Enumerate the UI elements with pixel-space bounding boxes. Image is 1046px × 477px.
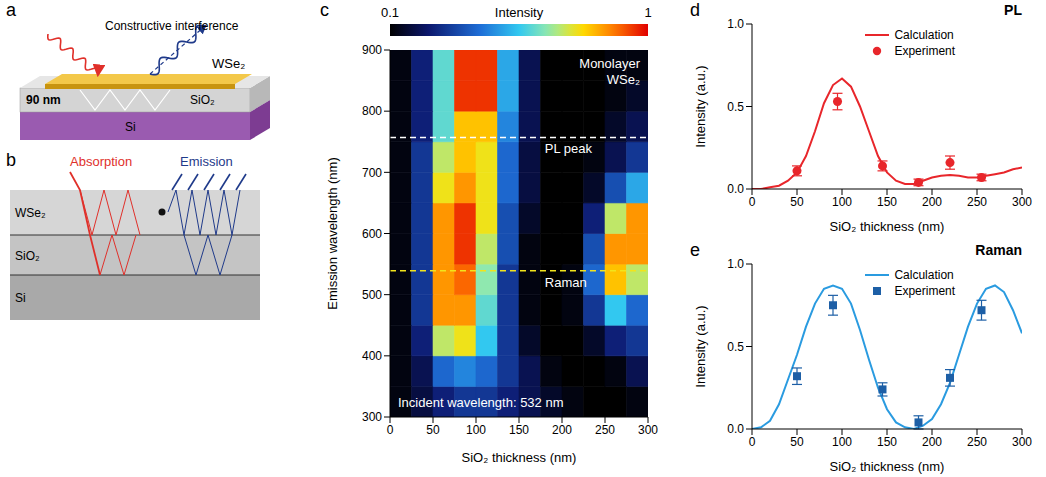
svg-text:WSe₂: WSe₂	[212, 56, 245, 71]
html-text:WSe₂: WSe₂	[606, 72, 640, 87]
svg-text:Si: Si	[15, 291, 26, 305]
html-text:Incident wavelength: 532 nm: Incident wavelength: 532 nm	[398, 395, 564, 410]
html-text:Experiment: Experiment	[894, 284, 956, 298]
svg-text:250: 250	[967, 435, 987, 449]
svg-text:Si: Si	[125, 120, 136, 134]
svg-text:SiO₂: SiO₂	[15, 249, 40, 263]
html-text:0.1: 0.1	[381, 5, 399, 20]
svg-text:50: 50	[426, 423, 440, 437]
svg-text:Constructive interference: Constructive interference	[105, 19, 239, 33]
svg-text:WSe₂: WSe₂	[15, 206, 46, 220]
svg-text:1.0: 1.0	[727, 257, 744, 271]
html-text:Raman: Raman	[975, 242, 1022, 258]
html-text:Intensity: Intensity	[494, 5, 544, 20]
svg-text:0: 0	[749, 435, 756, 449]
svg-text:150: 150	[877, 435, 897, 449]
svg-text:SiO₂: SiO₂	[190, 93, 215, 107]
html-text:b: b	[6, 150, 16, 170]
svg-text:0.0: 0.0	[727, 422, 744, 436]
svg-text:0: 0	[387, 423, 394, 437]
svg-text:Absorption: Absorption	[70, 154, 132, 169]
svg-text:150: 150	[877, 195, 897, 209]
svg-text:0.0: 0.0	[727, 182, 744, 196]
html-text:Monolayer: Monolayer	[579, 56, 640, 71]
svg-text:200: 200	[922, 435, 942, 449]
html-text:PL peak: PL peak	[544, 141, 592, 157]
html-text:Calculation: Calculation	[894, 28, 954, 42]
svg-text:Emission wavelength (nm): Emission wavelength (nm)	[325, 157, 340, 309]
svg-text:SiO₂ thickness (nm): SiO₂ thickness (nm)	[830, 219, 945, 234]
svg-text:100: 100	[466, 423, 486, 437]
svg-text:500: 500	[362, 288, 382, 302]
svg-text:50: 50	[790, 435, 804, 449]
html-text:c: c	[320, 0, 329, 20]
svg-text:90 nm: 90 nm	[26, 93, 61, 107]
html-text:a: a	[6, 0, 16, 20]
svg-text:150: 150	[509, 423, 529, 437]
svg-text:100: 100	[832, 195, 852, 209]
svg-text:0.5: 0.5	[727, 100, 744, 114]
svg-text:SiO₂ thickness (nm): SiO₂ thickness (nm)	[830, 459, 945, 474]
svg-text:1.0: 1.0	[727, 17, 744, 31]
svg-text:300: 300	[362, 410, 382, 424]
svg-text:400: 400	[362, 349, 382, 363]
svg-text:300: 300	[1012, 435, 1032, 449]
svg-text:250: 250	[967, 195, 987, 209]
svg-text:800: 800	[362, 104, 382, 118]
svg-text:700: 700	[362, 166, 382, 180]
svg-text:Intensity (a.u.): Intensity (a.u.)	[693, 305, 708, 387]
svg-text:250: 250	[595, 423, 615, 437]
svg-text:300: 300	[638, 423, 658, 437]
svg-text:Intensity (a.u.): Intensity (a.u.)	[693, 65, 708, 147]
html-text:Calculation: Calculation	[894, 268, 954, 282]
svg-text:100: 100	[832, 435, 852, 449]
html-text:PL: PL	[1004, 2, 1022, 18]
svg-text:900: 900	[362, 43, 382, 57]
html-text:d: d	[690, 0, 700, 20]
html-text:Experiment: Experiment	[894, 44, 956, 58]
html-text:1: 1	[644, 5, 652, 20]
svg-text:300: 300	[1012, 195, 1032, 209]
svg-text:SiO₂ thickness (nm): SiO₂ thickness (nm)	[462, 450, 577, 465]
svg-text:0: 0	[749, 195, 756, 209]
html-text:Raman: Raman	[544, 274, 587, 290]
svg-text:50: 50	[790, 195, 804, 209]
svg-text:Emission: Emission	[180, 154, 233, 169]
svg-text:200: 200	[922, 195, 942, 209]
svg-text:200: 200	[552, 423, 572, 437]
html-text:e: e	[690, 240, 700, 260]
svg-text:600: 600	[362, 227, 382, 241]
svg-text:0.5: 0.5	[727, 340, 744, 354]
